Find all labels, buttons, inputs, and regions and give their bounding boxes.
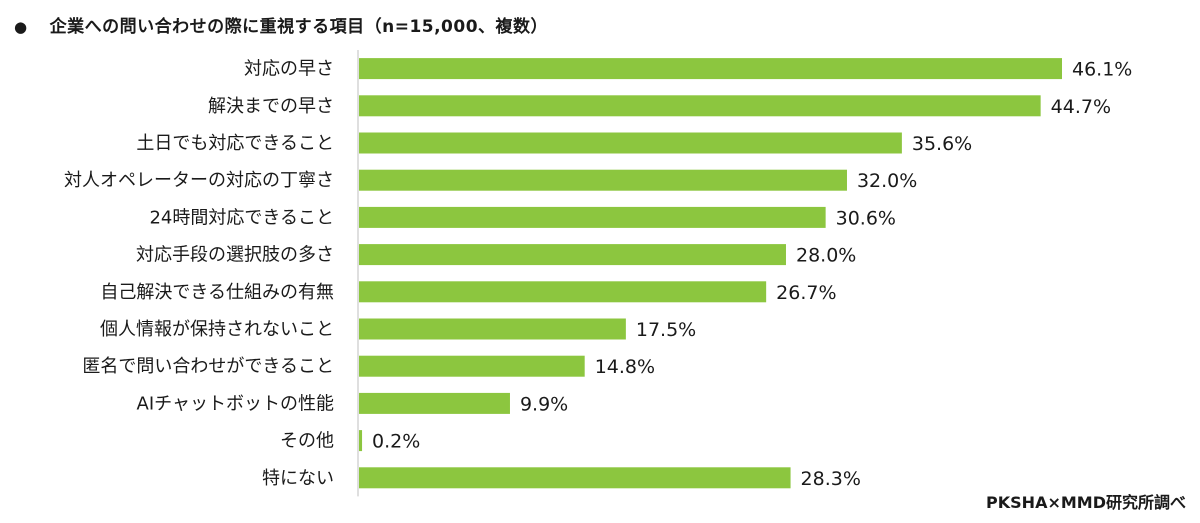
- chart-title: ● 企業への問い合わせの際に重視する項目（n=15,000、複数）: [14, 12, 548, 37]
- bar: [359, 58, 1062, 80]
- bar: [359, 132, 902, 154]
- data-label: 32.0%: [857, 170, 917, 192]
- bar: [359, 169, 847, 191]
- bullet-icon: ●: [14, 18, 28, 36]
- data-label: 26.7%: [776, 282, 836, 304]
- category-label: 自己解決できる仕組みの有無: [100, 282, 334, 303]
- data-label: 44.7%: [1051, 96, 1111, 118]
- category-label: 対応の早さ: [244, 59, 334, 80]
- bar: [359, 244, 786, 266]
- data-label: 28.3%: [801, 468, 861, 490]
- bar: [359, 95, 1041, 117]
- data-label: 9.9%: [520, 393, 568, 415]
- category-label: 個人情報が保持されないこと: [100, 319, 334, 340]
- bar: [359, 281, 767, 303]
- data-label: 14.8%: [595, 356, 655, 378]
- source-credit: PKSHA×MMD研究所調べ: [986, 493, 1186, 512]
- category-label: 対人オペレーターの対応の丁寧さ: [64, 170, 334, 191]
- data-label: 46.1%: [1072, 59, 1132, 81]
- data-label: 17.5%: [636, 319, 696, 341]
- data-label: 35.6%: [912, 133, 972, 155]
- bar: [359, 206, 826, 228]
- bar: [359, 467, 791, 489]
- category-label: 解決までの早さ: [208, 96, 334, 117]
- category-label: 24時間対応できること: [149, 207, 334, 228]
- category-label: その他: [280, 431, 334, 452]
- category-label: 土日でも対応できること: [136, 133, 334, 154]
- category-label: 特にない: [262, 468, 334, 489]
- category-label: AIチャットボットの性能: [137, 393, 334, 414]
- bar: [359, 392, 510, 414]
- chart-title-text: 企業への問い合わせの際に重視する項目（n=15,000、複数）: [49, 17, 549, 37]
- data-label: 0.2%: [372, 431, 420, 453]
- category-label: 対応手段の選択肢の多さ: [136, 245, 334, 266]
- bar: [359, 355, 585, 377]
- bar: [359, 318, 626, 340]
- category-label: 匿名で問い合わせができること: [82, 356, 334, 377]
- data-label: 28.0%: [796, 245, 856, 267]
- bar: [359, 430, 363, 452]
- data-label: 30.6%: [836, 207, 896, 229]
